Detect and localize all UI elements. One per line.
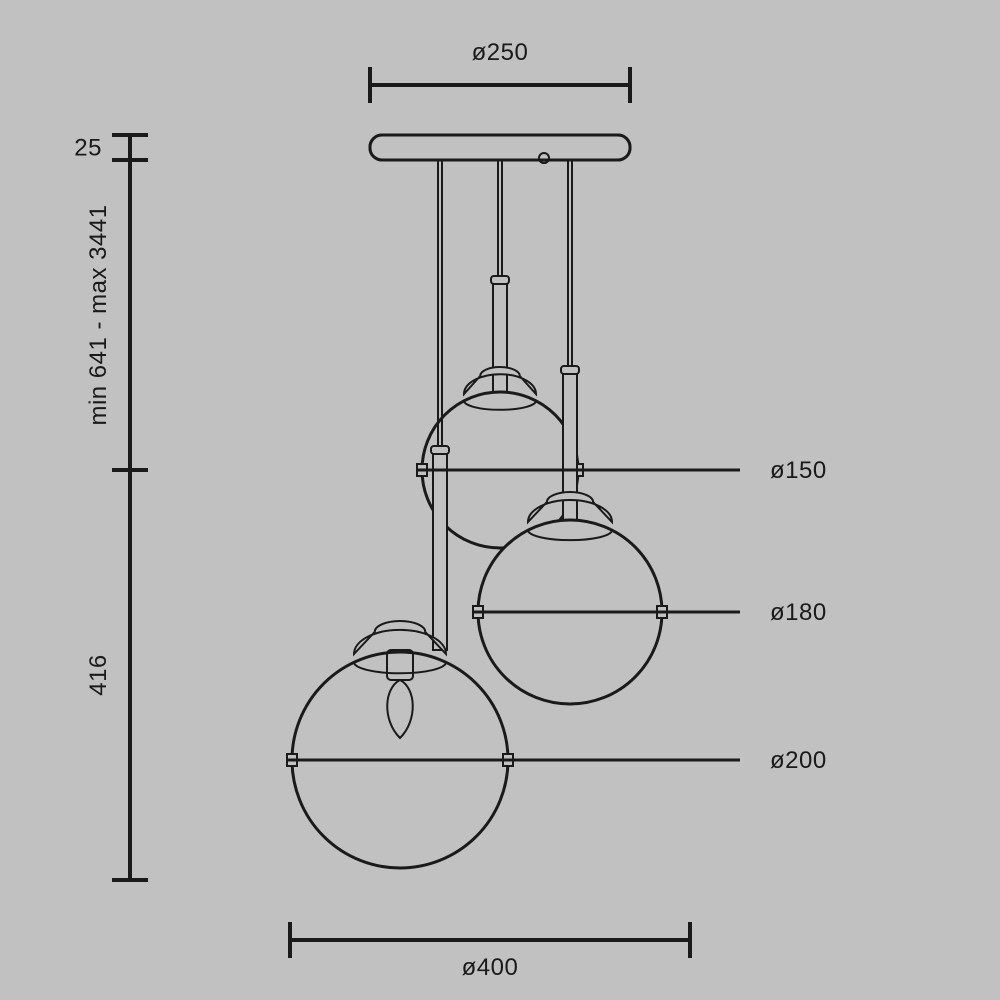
pendant-large-rod	[433, 450, 447, 650]
dim-globe-large-label: ø200	[770, 747, 827, 774]
pendant-lamp-dimension-diagram: ø250 ø150 ø180 ø200 25 min 641 - max 3441 416 ø…	[0, 0, 1000, 1000]
label-upper-height: min 641 - max 3441	[85, 204, 112, 425]
bulb-socket	[387, 650, 413, 680]
label-top-diameter: ø250	[472, 39, 529, 66]
label-bottom-diameter: ø400	[462, 954, 519, 981]
pendant-small-rod	[493, 280, 507, 395]
dim-globe-medium-label: ø180	[770, 599, 827, 626]
label-canopy-height: 25	[74, 135, 102, 162]
dim-globe-small-label: ø150	[770, 457, 827, 484]
label-lower-height: 416	[85, 654, 112, 696]
